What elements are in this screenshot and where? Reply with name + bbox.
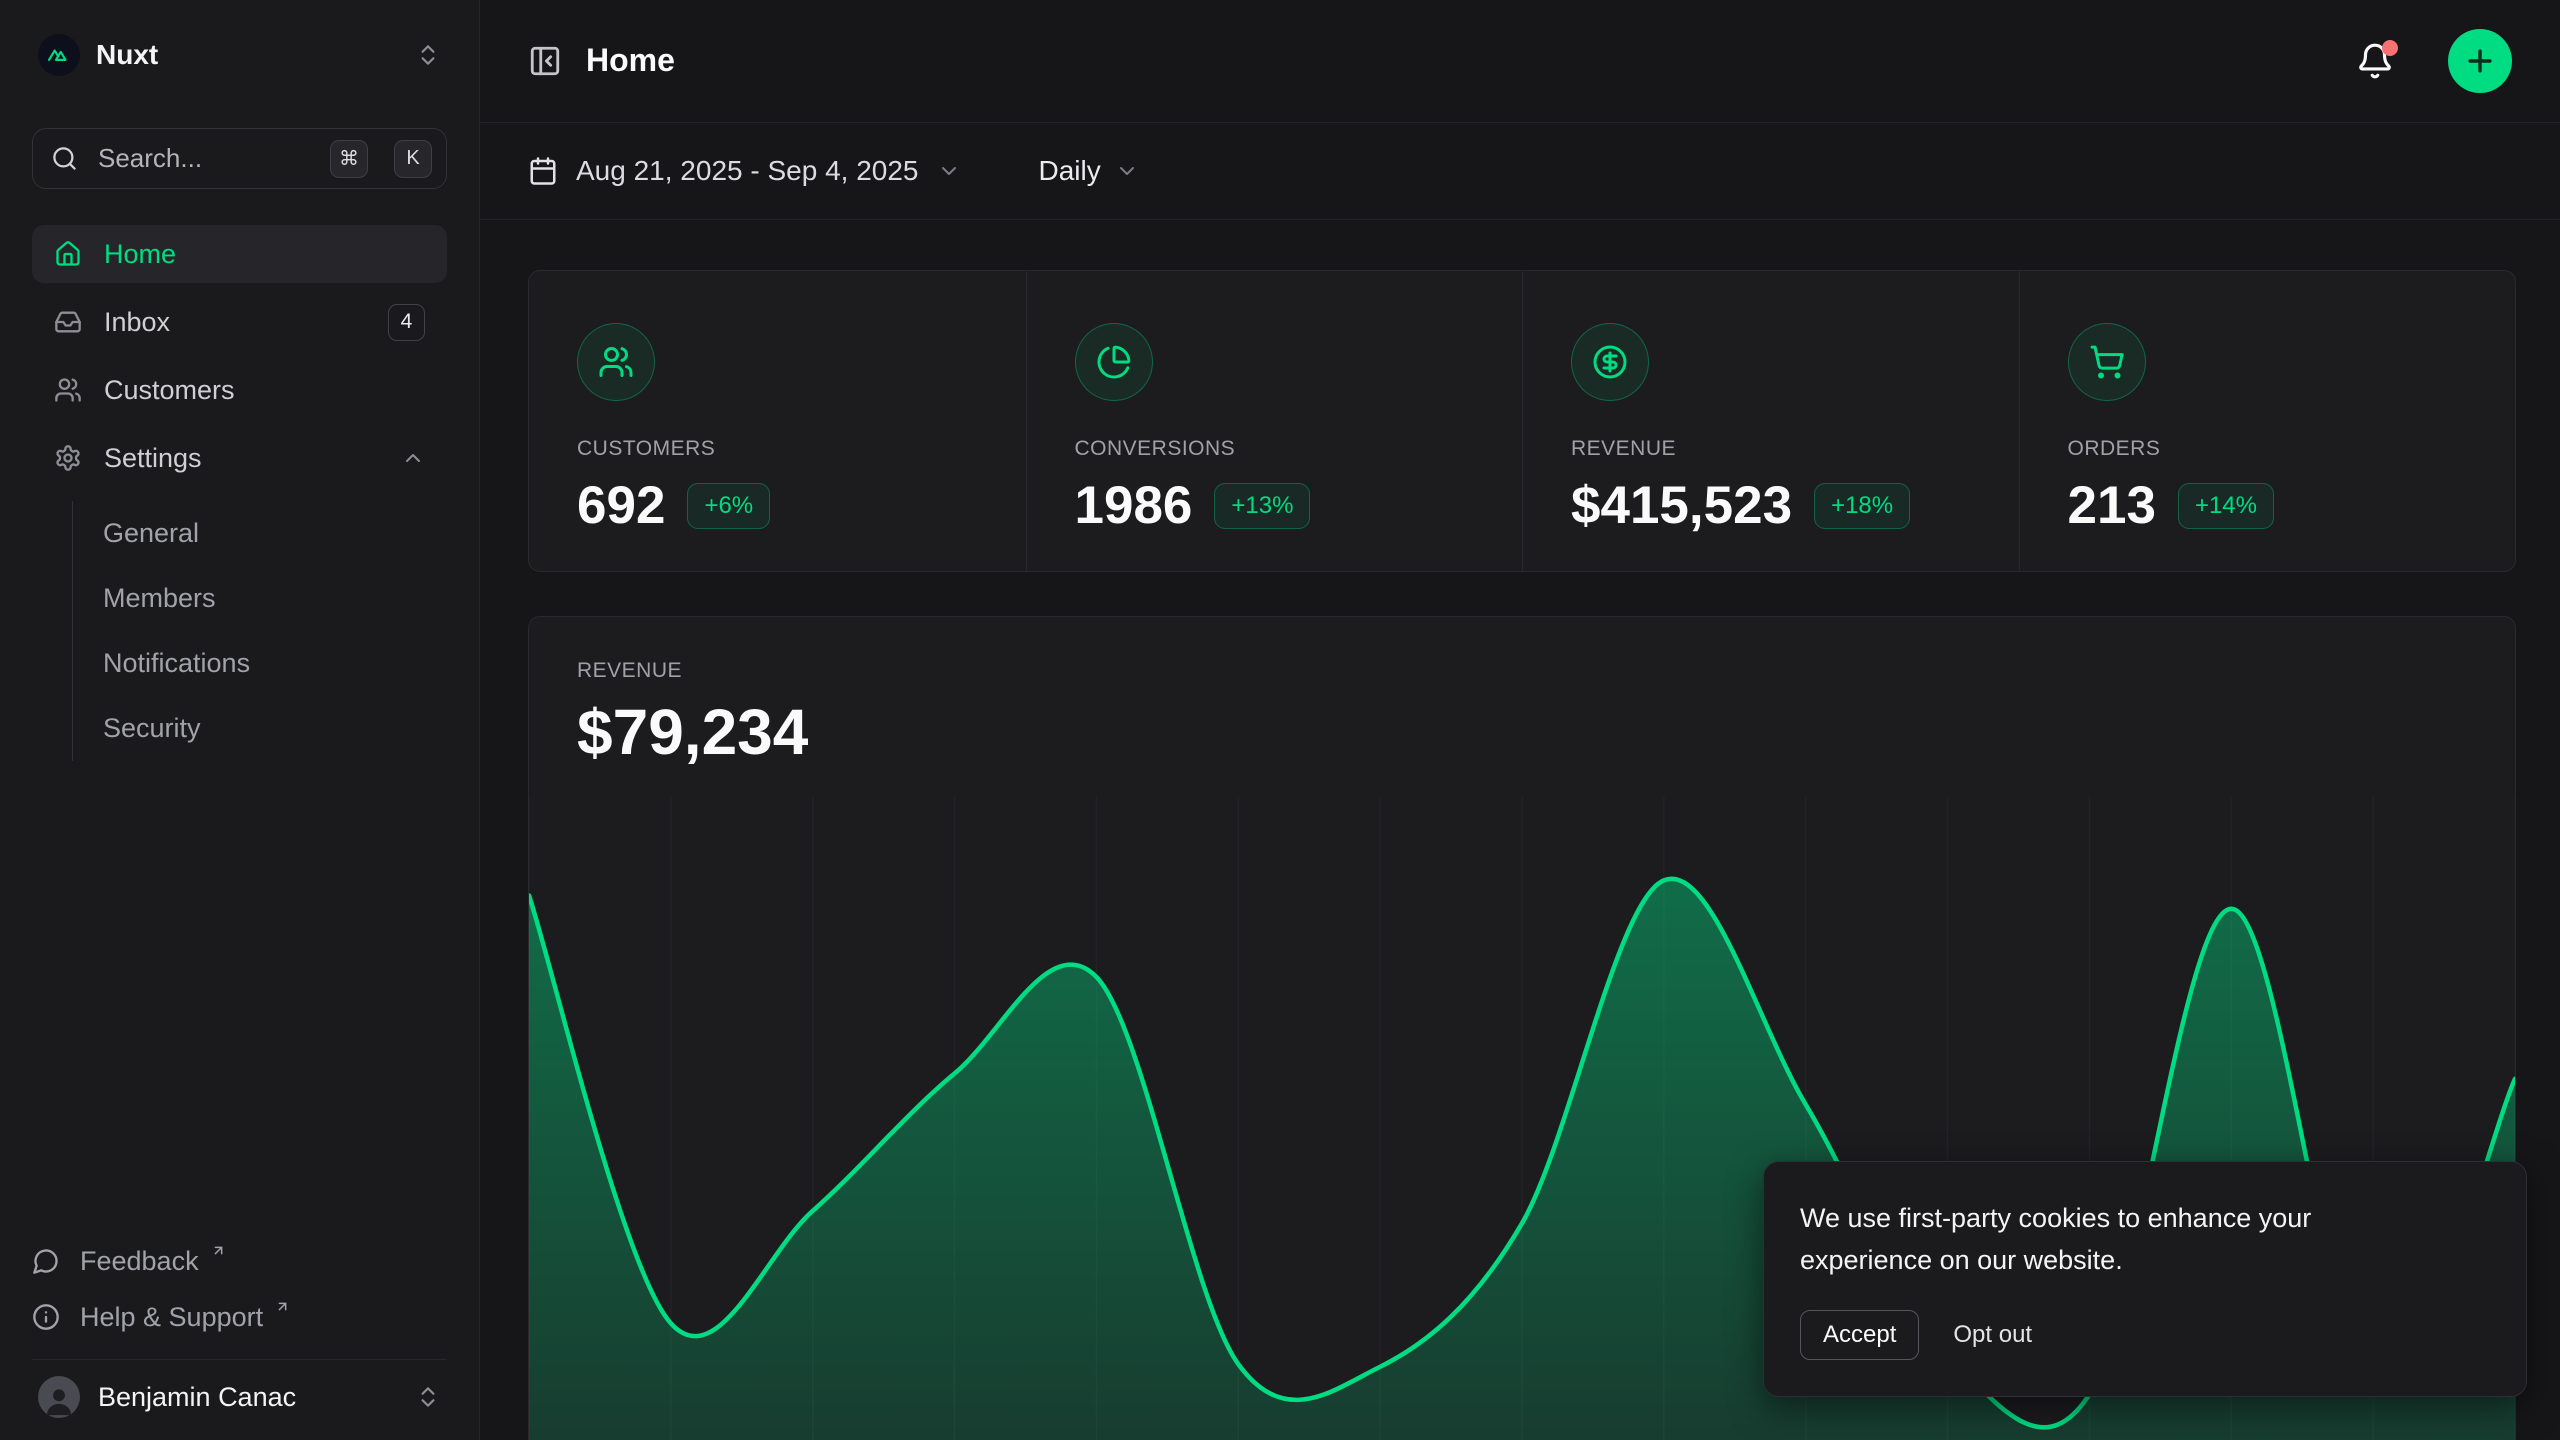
stat-label: ORDERS: [2067, 437, 2161, 460]
team-switcher[interactable]: Nuxt: [32, 20, 447, 90]
sidebar-item-customers[interactable]: Customers: [32, 361, 447, 419]
chevrons-up-down-icon: [415, 42, 441, 68]
sidebar-spacer: [32, 761, 447, 1233]
add-button[interactable]: [2448, 28, 2512, 93]
feedback-label: Feedback: [80, 1245, 199, 1276]
stat-delta-badge: +18%: [1814, 482, 1911, 529]
revenue-header: REVENUE $79,234: [529, 617, 2515, 797]
calendar-icon: [528, 156, 558, 186]
info-icon: [32, 1303, 60, 1331]
stat-value: $415,523: [1571, 476, 1793, 535]
chevron-down-icon: [1115, 159, 1139, 183]
filter-bar: Aug 21, 2025 - Sep 4, 2025 Daily: [480, 123, 2560, 220]
gear-icon: [54, 444, 82, 472]
sidebar-item-settings[interactable]: Settings: [32, 429, 447, 487]
date-range-picker[interactable]: Aug 21, 2025 - Sep 4, 2025: [528, 155, 961, 187]
sidebar-item-members[interactable]: Members: [103, 583, 216, 613]
search-input[interactable]: Search... ⌘ K: [32, 128, 447, 189]
stat-customers[interactable]: CUSTOMERS 692 +6%: [529, 271, 1026, 571]
user-name: Benjamin Canac: [98, 1381, 297, 1412]
stat-label: CUSTOMERS: [577, 437, 716, 460]
date-range-label: Aug 21, 2025 - Sep 4, 2025: [576, 154, 919, 186]
users-icon: [54, 376, 82, 404]
sidebar-item-general[interactable]: General: [103, 518, 200, 548]
sidebar-item-notifications[interactable]: Notifications: [103, 648, 251, 678]
page-header: Home: [480, 0, 2560, 123]
user-menu[interactable]: Benjamin Canac: [32, 1359, 447, 1424]
help-support-link[interactable]: Help & Support: [32, 1289, 447, 1345]
stat-value: 213: [2067, 476, 2156, 535]
inbox-icon: [54, 308, 82, 336]
cookie-banner: We use first-party cookies to enhance yo…: [1763, 1161, 2527, 1397]
stat-revenue[interactable]: REVENUE $415,523 +18%: [1522, 271, 2019, 571]
dashboard-content: CUSTOMERS 692 +6% CONVERSIONS 1986 +13%: [480, 220, 2560, 1440]
kbd-cmd: ⌘: [330, 139, 368, 178]
stat-delta-badge: +14%: [2177, 482, 2274, 529]
stat-label: REVENUE: [1571, 437, 1677, 460]
panel-left-close-icon[interactable]: [528, 44, 562, 78]
sidebar-item-label: Settings: [104, 442, 202, 473]
stat-orders[interactable]: ORDERS 213 +14%: [2018, 271, 2516, 571]
home-icon: [54, 240, 82, 268]
nuxt-logo-icon: [38, 34, 80, 76]
inbox-count-badge: 4: [388, 303, 425, 341]
search-placeholder: Search...: [98, 143, 203, 173]
sidebar-item-label: Inbox: [104, 306, 171, 337]
stat-conversions[interactable]: CONVERSIONS 1986 +13%: [1025, 271, 1523, 571]
avatar: [38, 1376, 80, 1418]
plus-icon: [2463, 44, 2497, 78]
stat-delta-badge: +6%: [687, 482, 771, 529]
cookie-message: We use first-party cookies to enhance yo…: [1800, 1203, 2312, 1276]
stats-card: CUSTOMERS 692 +6% CONVERSIONS 1986 +13%: [528, 270, 2516, 572]
accept-button[interactable]: Accept: [1800, 1310, 1920, 1360]
kbd-k: K: [394, 139, 432, 178]
sidebar-item-inbox[interactable]: Inbox 4: [32, 293, 447, 351]
chevron-up-icon: [401, 446, 425, 470]
sidebar: Nuxt Search... ⌘ K Home Inbox 4: [0, 0, 480, 1440]
sidebar-nav: Home Inbox 4 Customers Settings Ge: [32, 225, 447, 761]
shopping-cart-icon: [2067, 323, 2146, 401]
circle-dollar-icon: [1571, 323, 1649, 401]
revenue-total: $79,234: [577, 696, 809, 768]
opt-out-button[interactable]: Opt out: [1953, 1321, 2033, 1348]
users-icon: [577, 323, 655, 401]
sidebar-item-label: Home: [104, 238, 177, 269]
stat-value: 692: [577, 476, 666, 535]
feedback-link[interactable]: Feedback: [32, 1233, 447, 1289]
main-area: Home Aug 21, 2025 - Sep 4, 2025 Daily: [480, 0, 2560, 1440]
team-name: Nuxt: [96, 39, 159, 70]
search-icon: [51, 145, 78, 172]
stat-label: CONVERSIONS: [1074, 437, 1236, 460]
external-link-icon: [211, 1243, 226, 1258]
notifications-bell-button[interactable]: [2356, 39, 2398, 80]
chevron-down-icon: [937, 159, 961, 183]
external-link-icon: [275, 1299, 290, 1314]
revenue-label: REVENUE: [577, 659, 683, 682]
chevrons-up-down-icon: [415, 1384, 441, 1410]
period-label: Daily: [1038, 154, 1101, 186]
help-support-label: Help & Support: [80, 1301, 264, 1332]
stat-value: 1986: [1074, 476, 1193, 535]
sidebar-item-home[interactable]: Home: [32, 225, 447, 283]
stat-delta-badge: +13%: [1214, 482, 1311, 529]
notification-dot: [2382, 39, 2398, 56]
page-title: Home: [586, 42, 675, 79]
message-circle-icon: [32, 1247, 60, 1275]
sidebar-item-label: Customers: [104, 374, 235, 405]
sidebar-item-security[interactable]: Security: [103, 713, 201, 743]
pie-chart-icon: [1074, 323, 1153, 401]
period-select[interactable]: Daily: [1039, 155, 1139, 187]
settings-subnav: General Members Notifications Security: [72, 501, 447, 761]
